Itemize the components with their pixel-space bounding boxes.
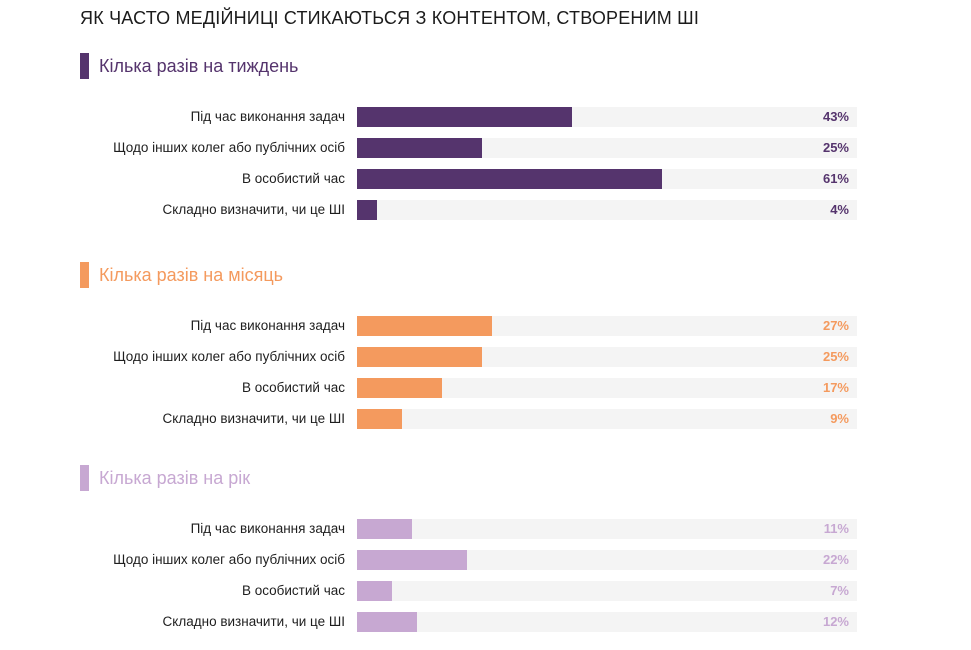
bar <box>357 347 482 367</box>
category-label: Під час виконання задач <box>190 521 345 536</box>
bar-track: 43% <box>357 107 857 127</box>
bar-row: Під час виконання задач 11% <box>0 519 971 539</box>
category-label: Щодо інших колег або публічних осіб <box>113 140 345 155</box>
bar-row: Щодо інших колег або публічних осіб 25% <box>0 138 971 158</box>
data-label: 12% <box>822 614 849 629</box>
category-label: Щодо інших колег або публічних осіб <box>113 349 345 364</box>
bar-row: В особистий час 7% <box>0 581 971 601</box>
bar <box>357 550 467 570</box>
bar-track: 25% <box>357 138 857 158</box>
legend-marker <box>80 465 89 491</box>
bar-track: 22% <box>357 550 857 570</box>
category-label: Складно визначити, чи це ШІ <box>162 202 345 217</box>
legend-marker <box>80 53 89 79</box>
legend-label: Кілька разів на місяць <box>99 264 284 285</box>
category-label: Під час виконання задач <box>190 318 345 333</box>
category-label: Складно визначити, чи це ШІ <box>162 411 345 426</box>
legend-label: Кілька разів на тиждень <box>99 55 299 76</box>
legend-entry: Кілька разів на рік <box>80 465 250 491</box>
bar <box>357 581 392 601</box>
bar-track: 4% <box>357 200 857 220</box>
bar-track: 27% <box>357 316 857 336</box>
bar-track: 7% <box>357 581 857 601</box>
bar-row: Щодо інших колег або публічних осіб 22% <box>0 550 971 570</box>
data-label: 9% <box>830 411 849 426</box>
data-label: 61% <box>822 171 849 186</box>
bar-row: Під час виконання задач 27% <box>0 316 971 336</box>
legend-entry: Кілька разів на тиждень <box>80 53 298 79</box>
bar-row: Складно визначити, чи це ШІ 9% <box>0 409 971 429</box>
bar <box>357 378 442 398</box>
bar-track: 12% <box>357 612 857 632</box>
bar-row: Складно визначити, чи це ШІ 4% <box>0 200 971 220</box>
category-label: Під час виконання задач <box>190 109 345 124</box>
legend-entry: Кілька разів на місяць <box>80 262 283 288</box>
bar-row: В особистий час 61% <box>0 169 971 189</box>
bar <box>357 138 482 158</box>
data-label: 4% <box>830 202 849 217</box>
legend-marker <box>80 262 89 288</box>
bar-track: 9% <box>357 409 857 429</box>
bar-track: 61% <box>357 169 857 189</box>
bar <box>357 107 572 127</box>
data-label: 25% <box>822 140 849 155</box>
data-label: 25% <box>822 349 849 364</box>
bar <box>357 612 417 632</box>
bar-track: 17% <box>357 378 857 398</box>
data-label: 17% <box>822 380 849 395</box>
bar <box>357 200 377 220</box>
data-label: 27% <box>822 318 849 333</box>
bar <box>357 519 412 539</box>
category-label: Складно визначити, чи це ШІ <box>162 614 345 629</box>
category-label: В особистий час <box>241 583 345 598</box>
bar <box>357 316 492 336</box>
data-label: 11% <box>823 521 849 536</box>
data-label: 7% <box>830 583 849 598</box>
bar-row: В особистий час 17% <box>0 378 971 398</box>
bar-track: 11% <box>357 519 857 539</box>
category-label: В особистий час <box>241 380 345 395</box>
bar-row: Під час виконання задач 43% <box>0 107 971 127</box>
bar-track: 25% <box>357 347 857 367</box>
category-label: Щодо інших колег або публічних осіб <box>113 552 345 567</box>
bar <box>357 409 402 429</box>
bar <box>357 169 662 189</box>
legend-label: Кілька разів на рік <box>99 467 251 488</box>
data-label: 22% <box>822 552 849 567</box>
bar-row: Складно визначити, чи це ШІ 12% <box>0 612 971 632</box>
chart-title: ЯК ЧАСТО МЕДІЙНИЦІ СТИКАЮТЬСЯ З КОНТЕНТО… <box>80 8 700 28</box>
category-label: В особистий час <box>241 171 345 186</box>
bar-row: Щодо інших колег або публічних осіб 25% <box>0 347 971 367</box>
data-label: 43% <box>822 109 849 124</box>
